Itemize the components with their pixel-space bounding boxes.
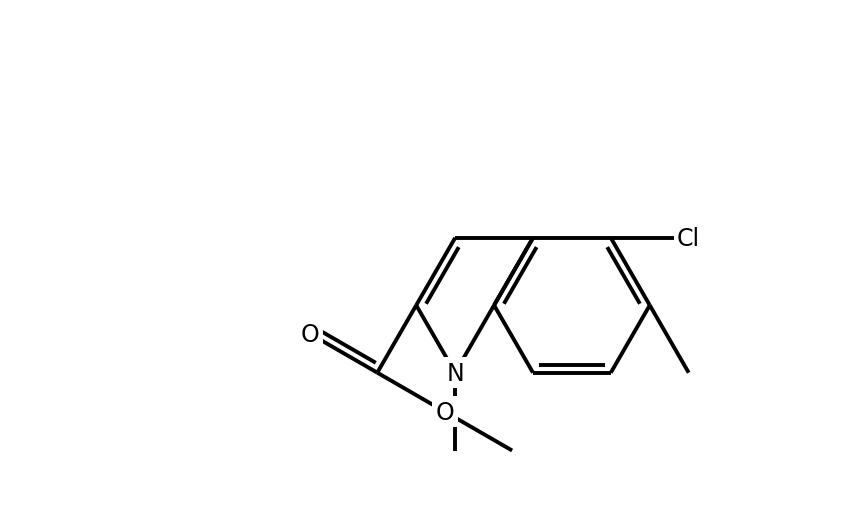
Text: O: O — [300, 322, 319, 346]
Text: O: O — [435, 400, 454, 424]
Text: Cl: Cl — [677, 226, 700, 250]
Text: N: N — [446, 361, 464, 385]
